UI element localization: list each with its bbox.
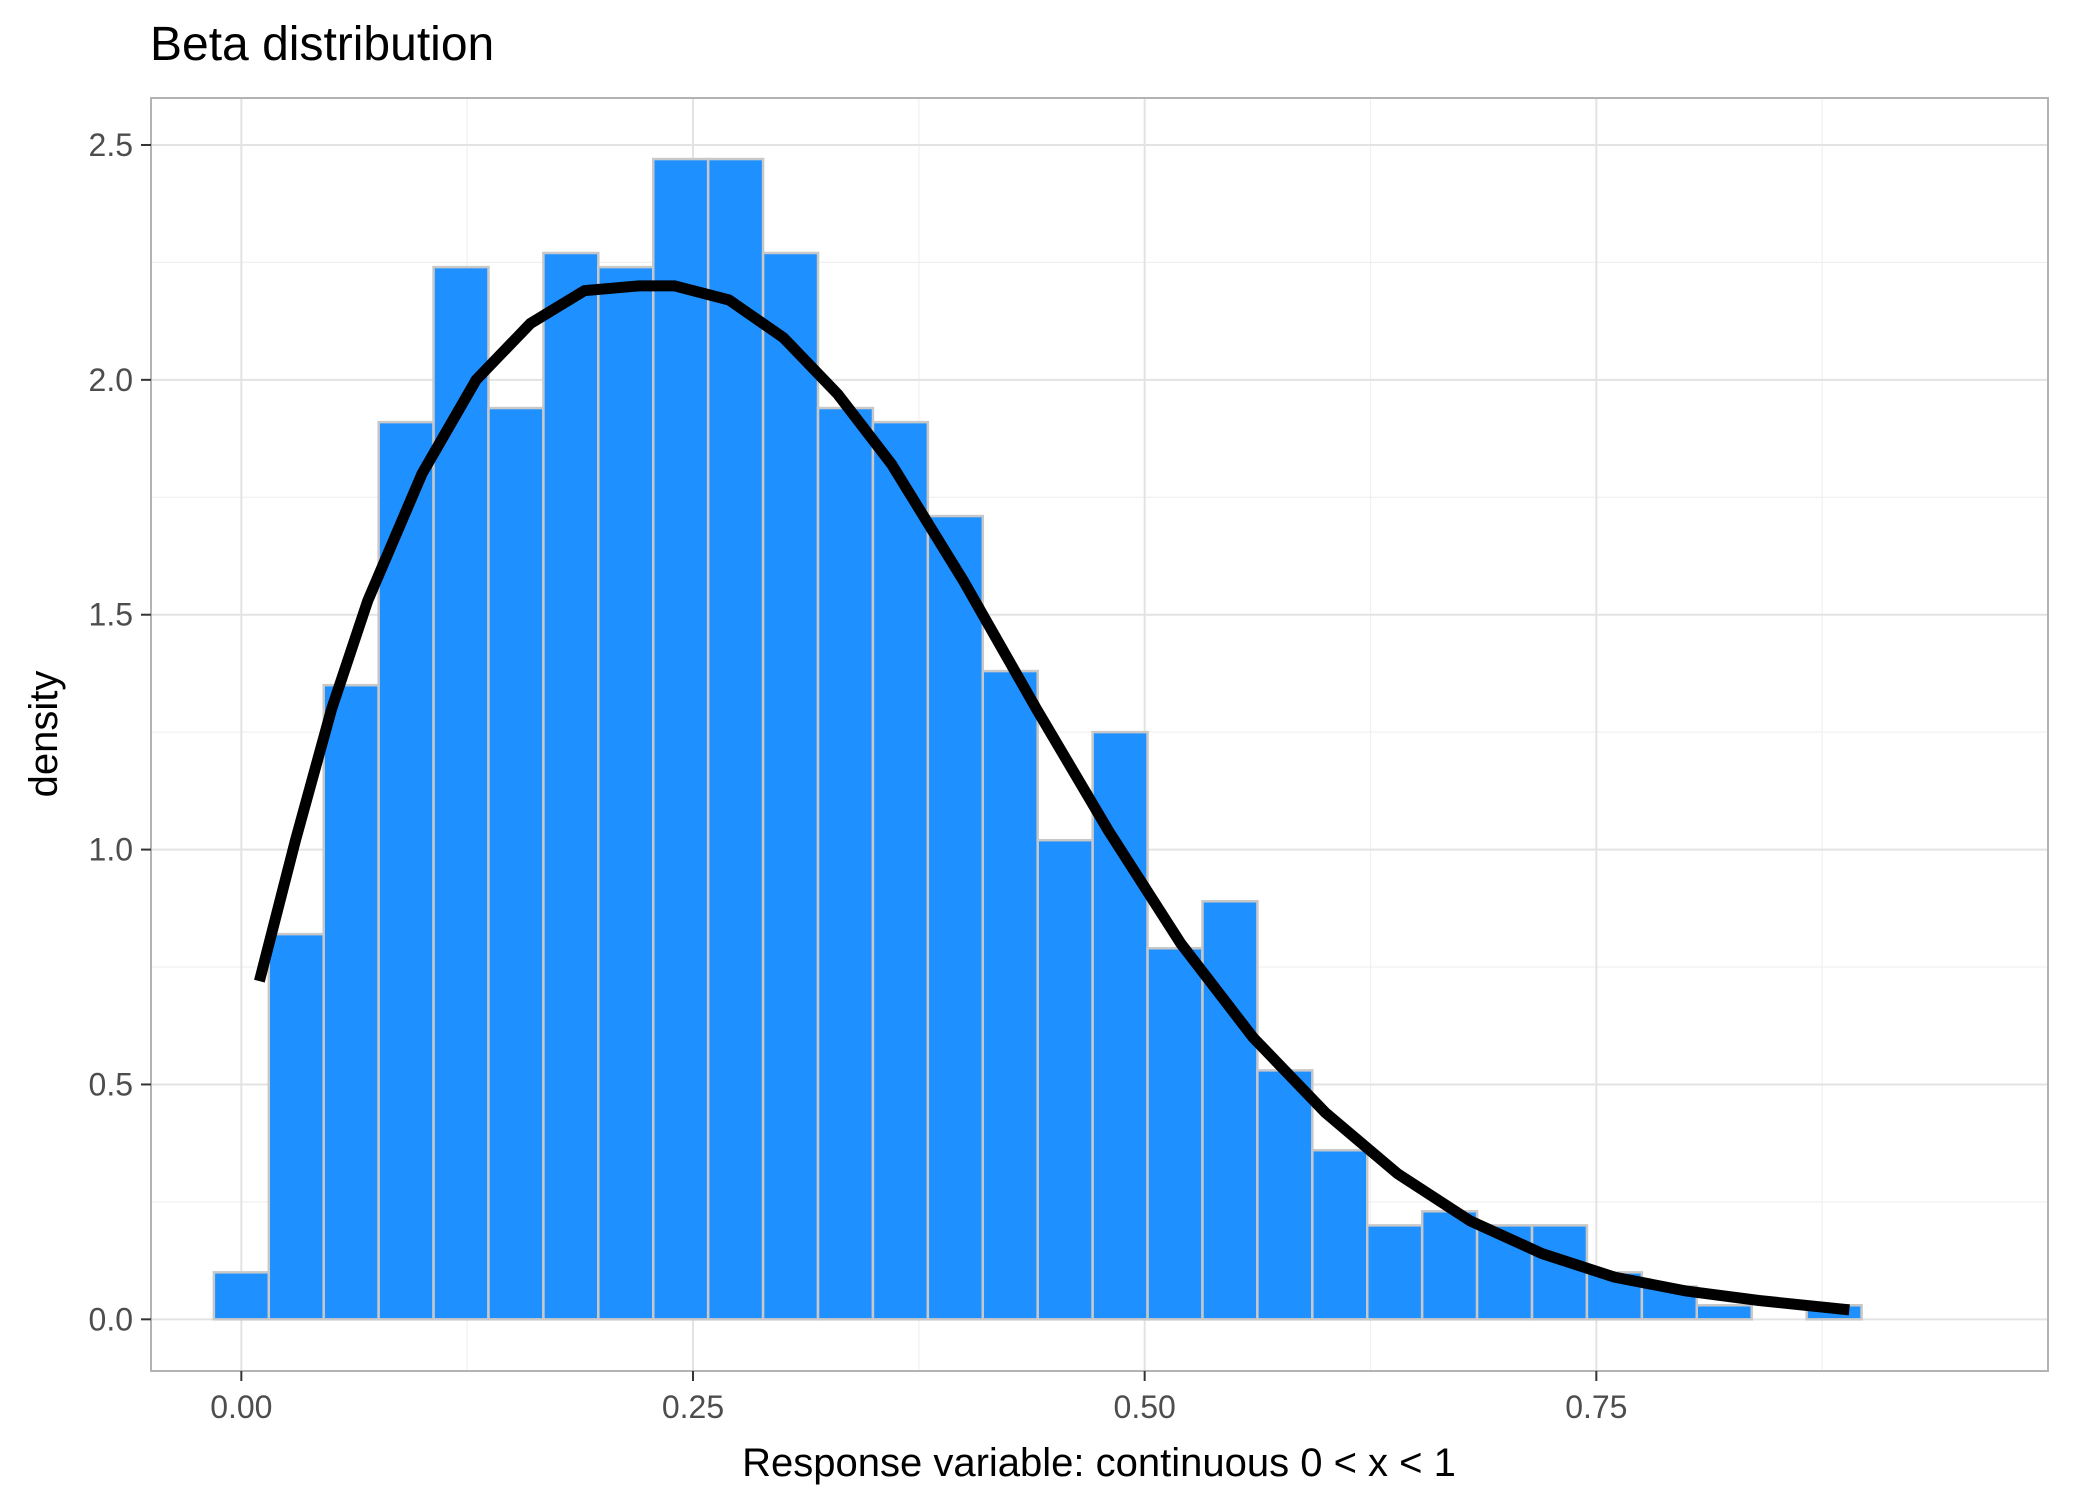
histogram-bar xyxy=(1311,1148,1369,1321)
histogram-bar xyxy=(1530,1224,1589,1321)
histogram-bar xyxy=(1146,946,1204,1321)
histogram-bar xyxy=(432,265,490,1321)
histogram-bar xyxy=(1036,838,1094,1321)
histogram-bar xyxy=(377,420,435,1321)
y-tick-label: 1.0 xyxy=(89,832,133,868)
y-tick-label: 0.5 xyxy=(89,1066,133,1102)
histogram-bar xyxy=(267,932,325,1321)
histogram-bar xyxy=(816,406,875,1321)
histogram-bar xyxy=(1695,1303,1753,1321)
histogram-bar xyxy=(322,683,380,1321)
plot-panel xyxy=(150,97,2049,1372)
x-tick-label: 0.75 xyxy=(1565,1389,1627,1425)
x-tick-label: 0.25 xyxy=(662,1389,724,1425)
histogram-bar xyxy=(1256,1069,1314,1321)
histogram-bar xyxy=(1201,900,1259,1321)
histogram-bar xyxy=(597,265,655,1321)
y-tick-label: 2.0 xyxy=(89,362,133,398)
histogram-bar xyxy=(487,406,545,1321)
chart-title: Beta distribution xyxy=(150,18,494,71)
x-axis-title: Response variable: continuous 0 < x < 1 xyxy=(742,1441,1456,1485)
histogram-bar xyxy=(926,514,985,1321)
y-axis: 0.0 0.5 1.0 1.5 2.0 2.5 xyxy=(89,127,151,1337)
histogram-bar xyxy=(542,251,600,1321)
histogram-bar xyxy=(1365,1224,1424,1321)
histogram-bar xyxy=(652,157,710,1321)
y-tick-label: 2.5 xyxy=(89,127,133,163)
histogram-bar xyxy=(706,157,765,1321)
y-tick-label: 1.5 xyxy=(89,597,133,633)
histogram-bar xyxy=(871,420,930,1321)
histogram-bars xyxy=(212,157,1863,1321)
histogram-bar xyxy=(212,1271,271,1321)
x-tick-label: 0.00 xyxy=(210,1389,272,1425)
density-curve xyxy=(254,280,1850,1316)
y-tick-label: 0.0 xyxy=(89,1301,133,1337)
histogram-bar xyxy=(761,251,820,1321)
x-tick-label: 0.50 xyxy=(1114,1389,1176,1425)
panel-border xyxy=(150,97,2049,1372)
histogram-bar xyxy=(1420,1210,1479,1321)
histogram-bar xyxy=(1640,1285,1699,1321)
x-axis: 0.00 0.25 0.50 0.75 xyxy=(210,1371,1627,1425)
histogram-bar xyxy=(981,669,1039,1321)
y-axis-title: density xyxy=(22,671,66,798)
